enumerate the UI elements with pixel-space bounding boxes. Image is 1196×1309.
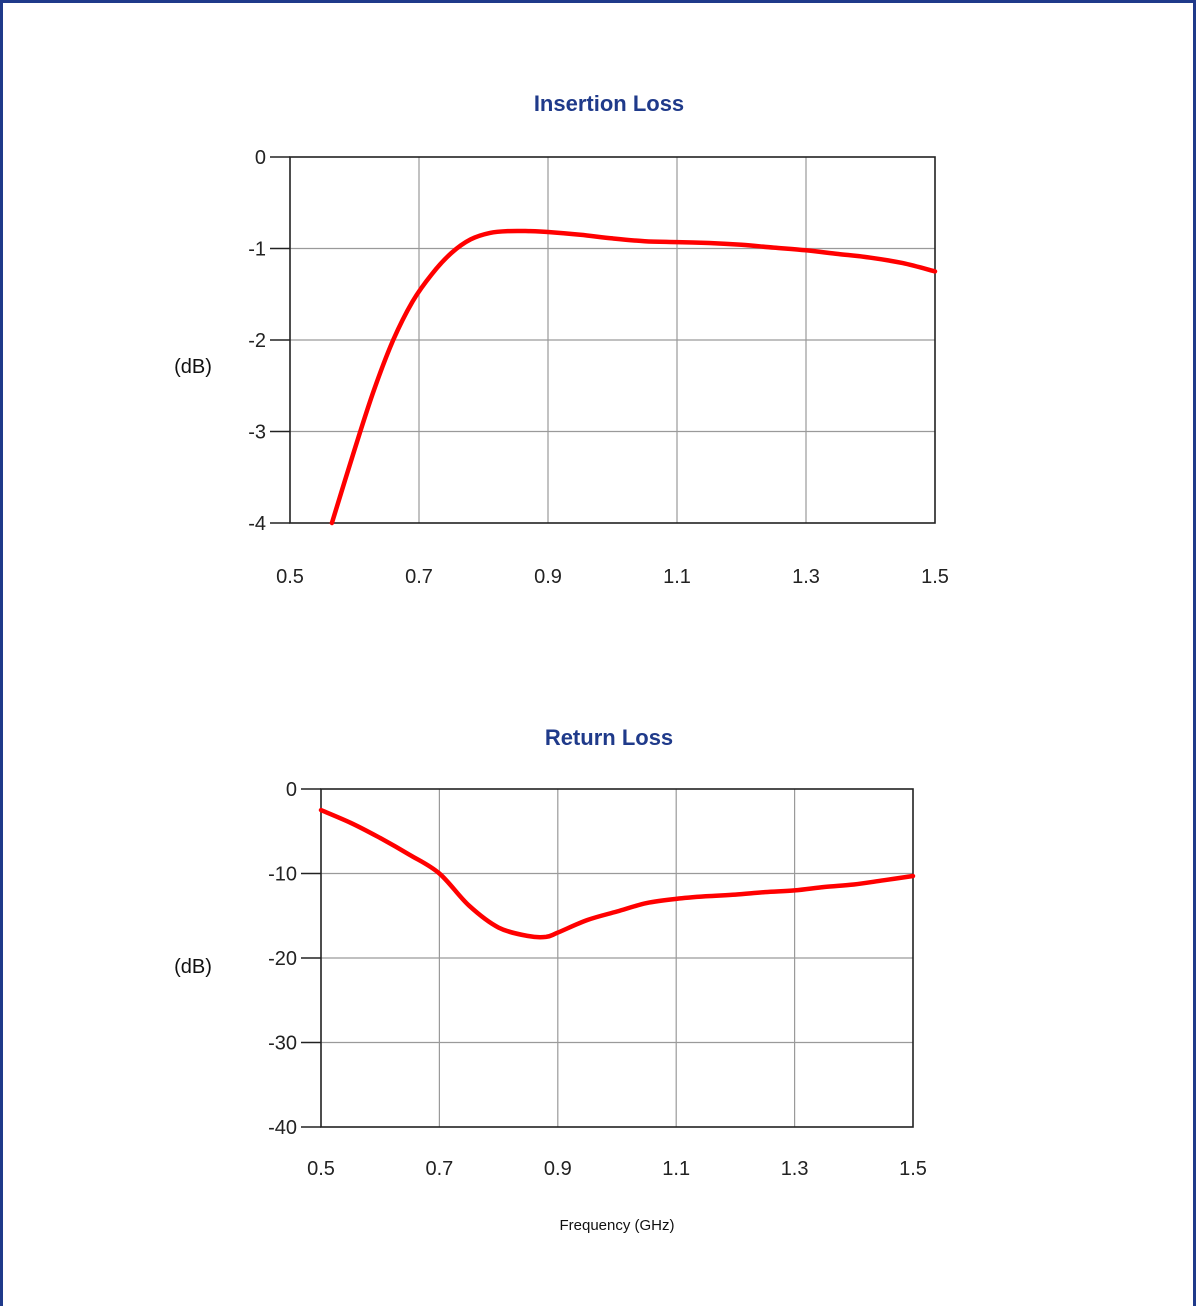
y-tick-label: -30 (268, 1033, 297, 1055)
x-tick-label: 1.5 (899, 1158, 927, 1180)
y-tick-label: 0 (255, 147, 266, 169)
y-tick-label: -10 (268, 864, 297, 886)
x-tick-label: 1.1 (663, 566, 691, 588)
x-tick-label: 0.9 (544, 1158, 572, 1180)
y-tick-label: -40 (268, 1117, 297, 1139)
y-axis-label: (dB) (174, 956, 212, 978)
x-tick-label: 0.7 (425, 1158, 453, 1180)
y-tick-label: -20 (268, 948, 297, 970)
y-tick-label: -3 (248, 422, 266, 444)
series-line-0 (329, 228, 938, 526)
y-tick-label: -2 (248, 330, 266, 352)
series-line-0 (318, 807, 916, 940)
x-tick-label: 1.3 (792, 566, 820, 588)
y-tick-label: 0 (286, 779, 297, 801)
figure-canvas: Insertion Loss (dB) 0 -1 -2 -3 -4 0.5 0.7 0.9 1.1 1… (174, 91, 949, 1234)
chart-1: Return Loss (dB) 0 -10 -20 -30 -40 0.5 0.7 0.9 1.1… (174, 725, 927, 1234)
chart-title: Return Loss (545, 725, 673, 750)
x-tick-label: 0.9 (534, 566, 562, 588)
x-tick-label: 1.1 (662, 1158, 690, 1180)
x-tick-label: 0.7 (405, 566, 433, 588)
x-axis-label: Frequency (GHz) (559, 1217, 674, 1234)
x-tick-label: 0.5 (276, 566, 304, 588)
y-tick-label: -1 (248, 239, 266, 261)
chart-0: Insertion Loss (dB) 0 -1 -2 -3 -4 0.5 0.7 0.9 1.1 1… (174, 91, 949, 588)
x-tick-label: 1.5 (921, 566, 949, 588)
chart-title: Insertion Loss (534, 91, 684, 116)
x-tick-label: 0.5 (307, 1158, 335, 1180)
y-axis-label: (dB) (174, 356, 212, 378)
x-tick-label: 1.3 (781, 1158, 809, 1180)
y-tick-label: -4 (248, 513, 266, 535)
